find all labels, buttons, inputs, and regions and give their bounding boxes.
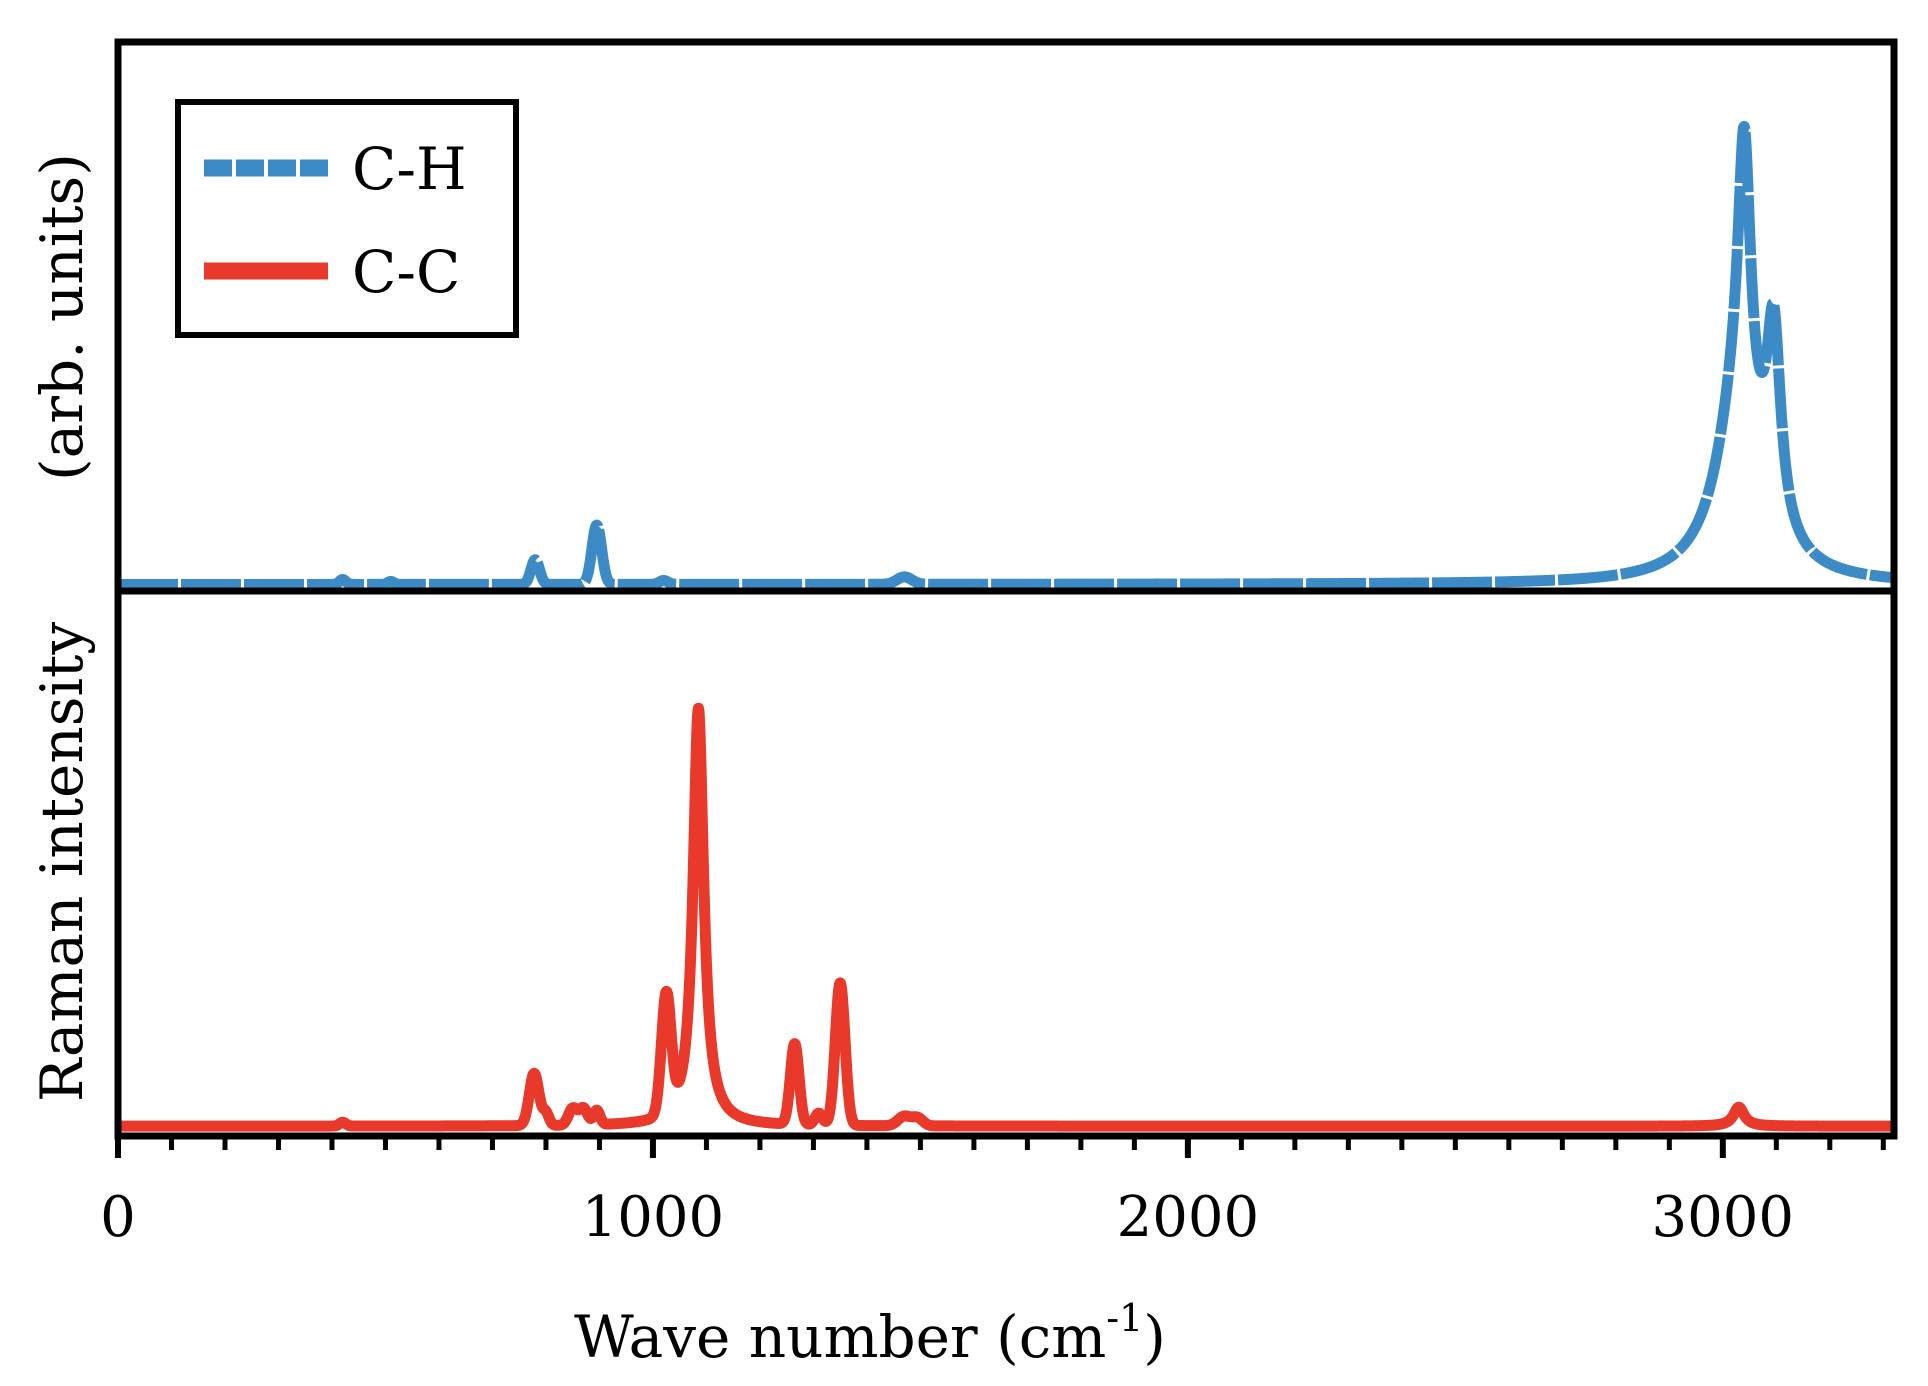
x-tick-label: 1000 (582, 1185, 725, 1250)
y-axis-label-top: (arb. units) (28, 153, 96, 481)
x-tick-label: 3000 (1652, 1185, 1795, 1250)
curves-layer (113, 120, 1899, 1132)
x-axis-ticks: 0 1000 2000 3000 (100, 1136, 1886, 1250)
bottom-panel-frame (114, 587, 1898, 1140)
series-line-c-c (113, 702, 1899, 1132)
legend-frame (175, 99, 519, 338)
x-axis-label-close: ) (1143, 1303, 1166, 1371)
legend-label-ch: C-H (352, 135, 467, 203)
x-tick-label: 2000 (1117, 1185, 1260, 1250)
x-axis-label: Wave number (cm-1) (574, 1296, 1166, 1371)
legend: C-H C-C (175, 99, 519, 338)
x-axis-label-superscript: -1 (1106, 1296, 1143, 1340)
y-axis-label-bottom: Raman intensity (28, 622, 96, 1102)
x-tick-label: 0 (100, 1185, 136, 1250)
series-line-c-h (113, 120, 1899, 590)
legend-label-cc: C-C (352, 238, 460, 306)
